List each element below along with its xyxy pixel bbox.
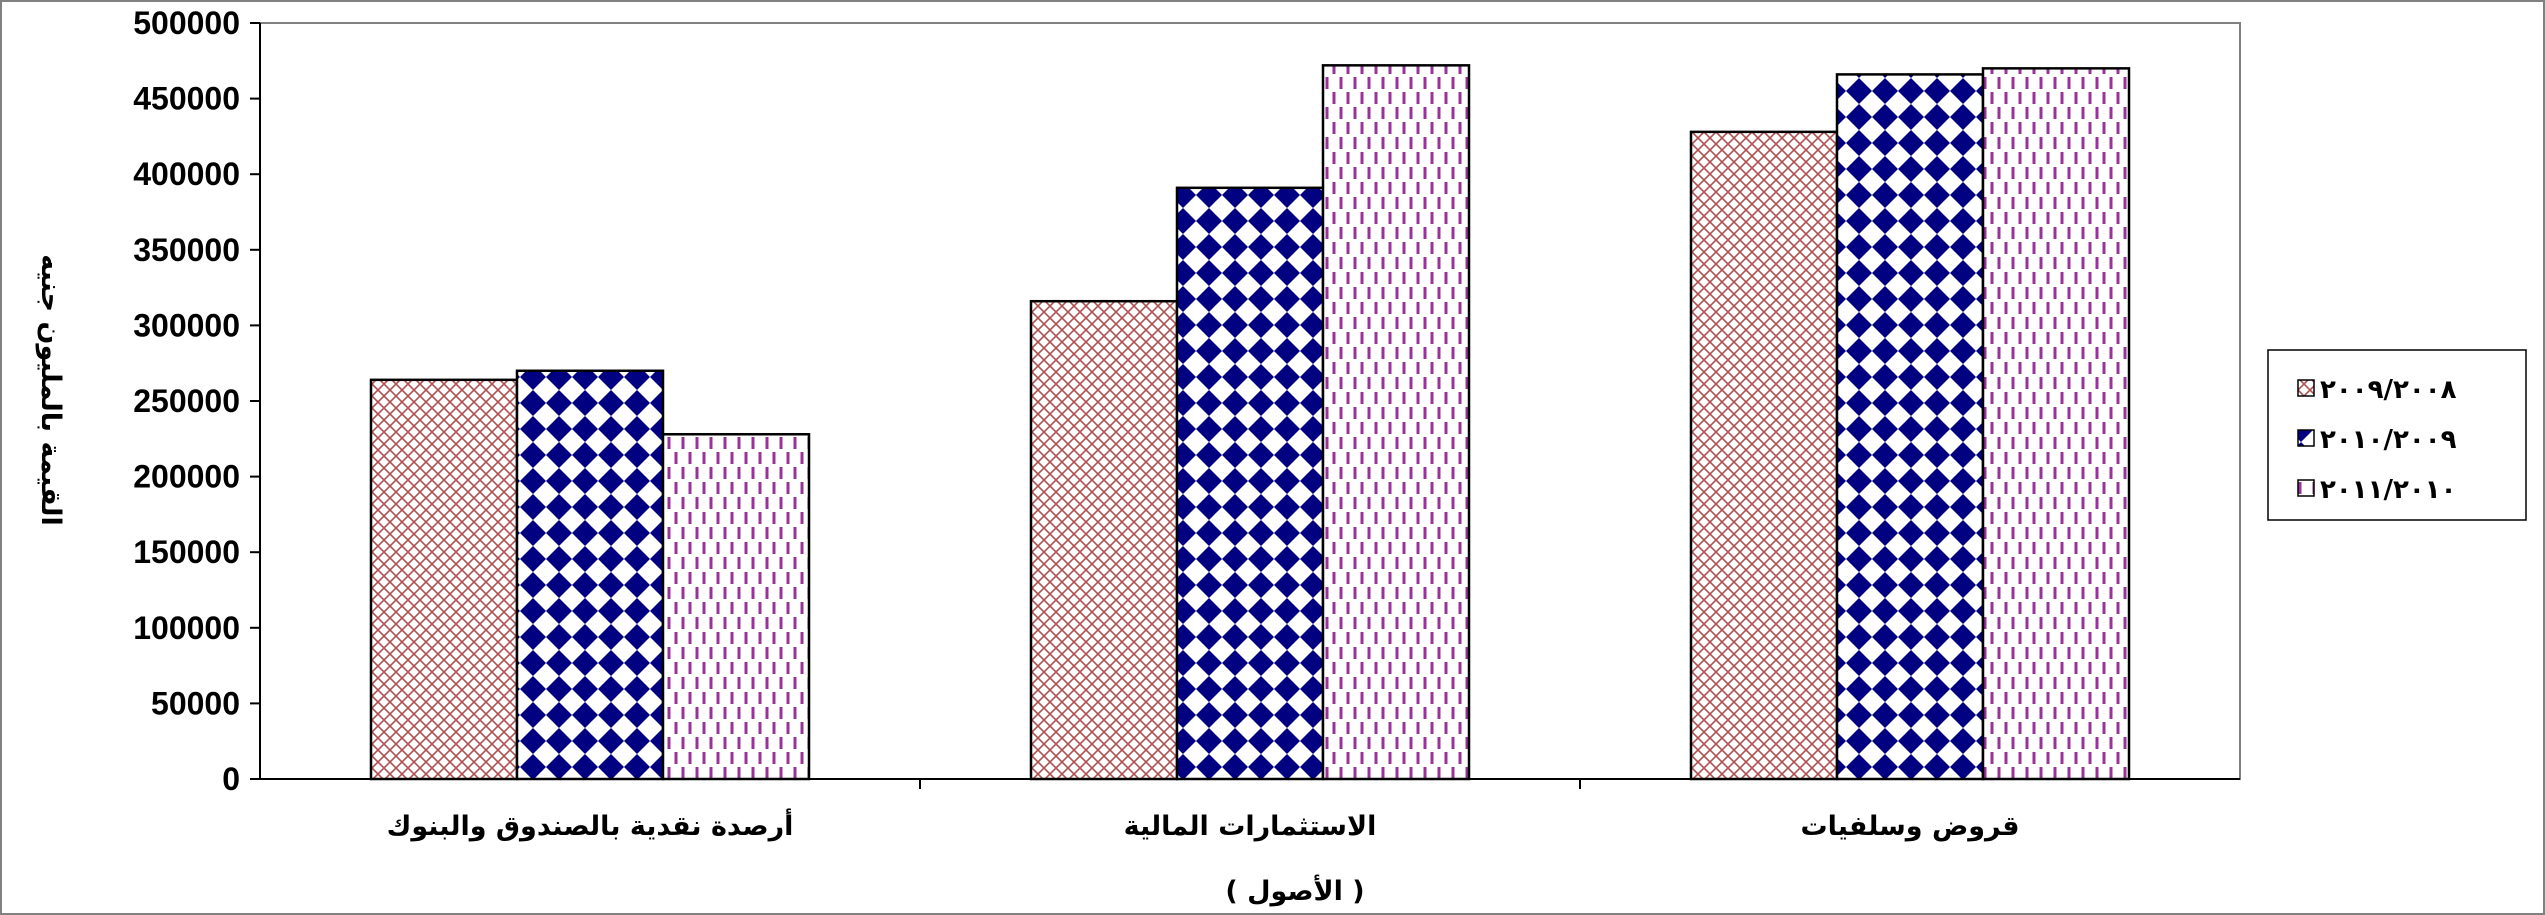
bar-series-1-category-1 (369, 378, 519, 781)
legend-swatch (2297, 479, 2315, 497)
legend-swatch (2297, 379, 2315, 397)
x-axis-labels: أرصدة نقدية بالصندوق والبنوك الاستثمارات … (387, 779, 2020, 842)
legend-entry-label: ٢٠١٠/٢٠٠٩ (2320, 425, 2457, 455)
bar-series-3-category-1 (661, 433, 811, 781)
y-tick-label: 150000 (133, 534, 240, 570)
legend-entry-label: ٢٠٠٩/٢٠٠٨ (2320, 375, 2457, 405)
bar-series-1-category-2 (1029, 299, 1179, 781)
legend-swatch (2297, 429, 2315, 447)
bar-series-2-category-3 (1835, 73, 1985, 781)
y-tick-label: 250000 (133, 383, 240, 419)
bar-series-3-category-3 (1981, 67, 2131, 781)
x-tick-label: الاستثمارات المالية (1124, 811, 1377, 842)
y-tick-label: 100000 (133, 610, 240, 646)
legend-entry-label: ٢٠١١/٢٠١٠ (2320, 475, 2456, 505)
bar-series-2-category-2 (1175, 186, 1325, 781)
x-tick-label: أرصدة نقدية بالصندوق والبنوك (387, 808, 794, 842)
y-tick-label: 500000 (133, 5, 240, 41)
y-tick-label: 450000 (133, 81, 240, 117)
bars (369, 64, 2131, 781)
legend: ٢٠٠٩/٢٠٠٨ ٢٠١٠/٢٠٠٩ ٢٠١١/٢٠١٠ (2267, 349, 2527, 521)
y-tick-label: 200000 (133, 459, 240, 495)
y-tick-label: 300000 (133, 307, 240, 343)
y-axis-title: القيمة بالمليون جنيه (35, 254, 66, 526)
y-tick-label: 350000 (133, 232, 240, 268)
x-axis-title: ( الأصول ) (1225, 874, 1364, 907)
bar-series-3-category-2 (1321, 64, 1471, 781)
y-tick-label: 400000 (133, 156, 240, 192)
x-tick-label: قروض وسلفيات (1800, 811, 2019, 842)
bar-series-2-category-1 (515, 369, 665, 781)
y-tick-label: 50000 (151, 685, 240, 721)
y-axis-ticks: 0 50000 100000 150000 200000 250000 300000 3500… (133, 5, 260, 797)
y-tick-label: 0 (222, 761, 240, 797)
bar-series-1-category-3 (1689, 130, 1839, 781)
